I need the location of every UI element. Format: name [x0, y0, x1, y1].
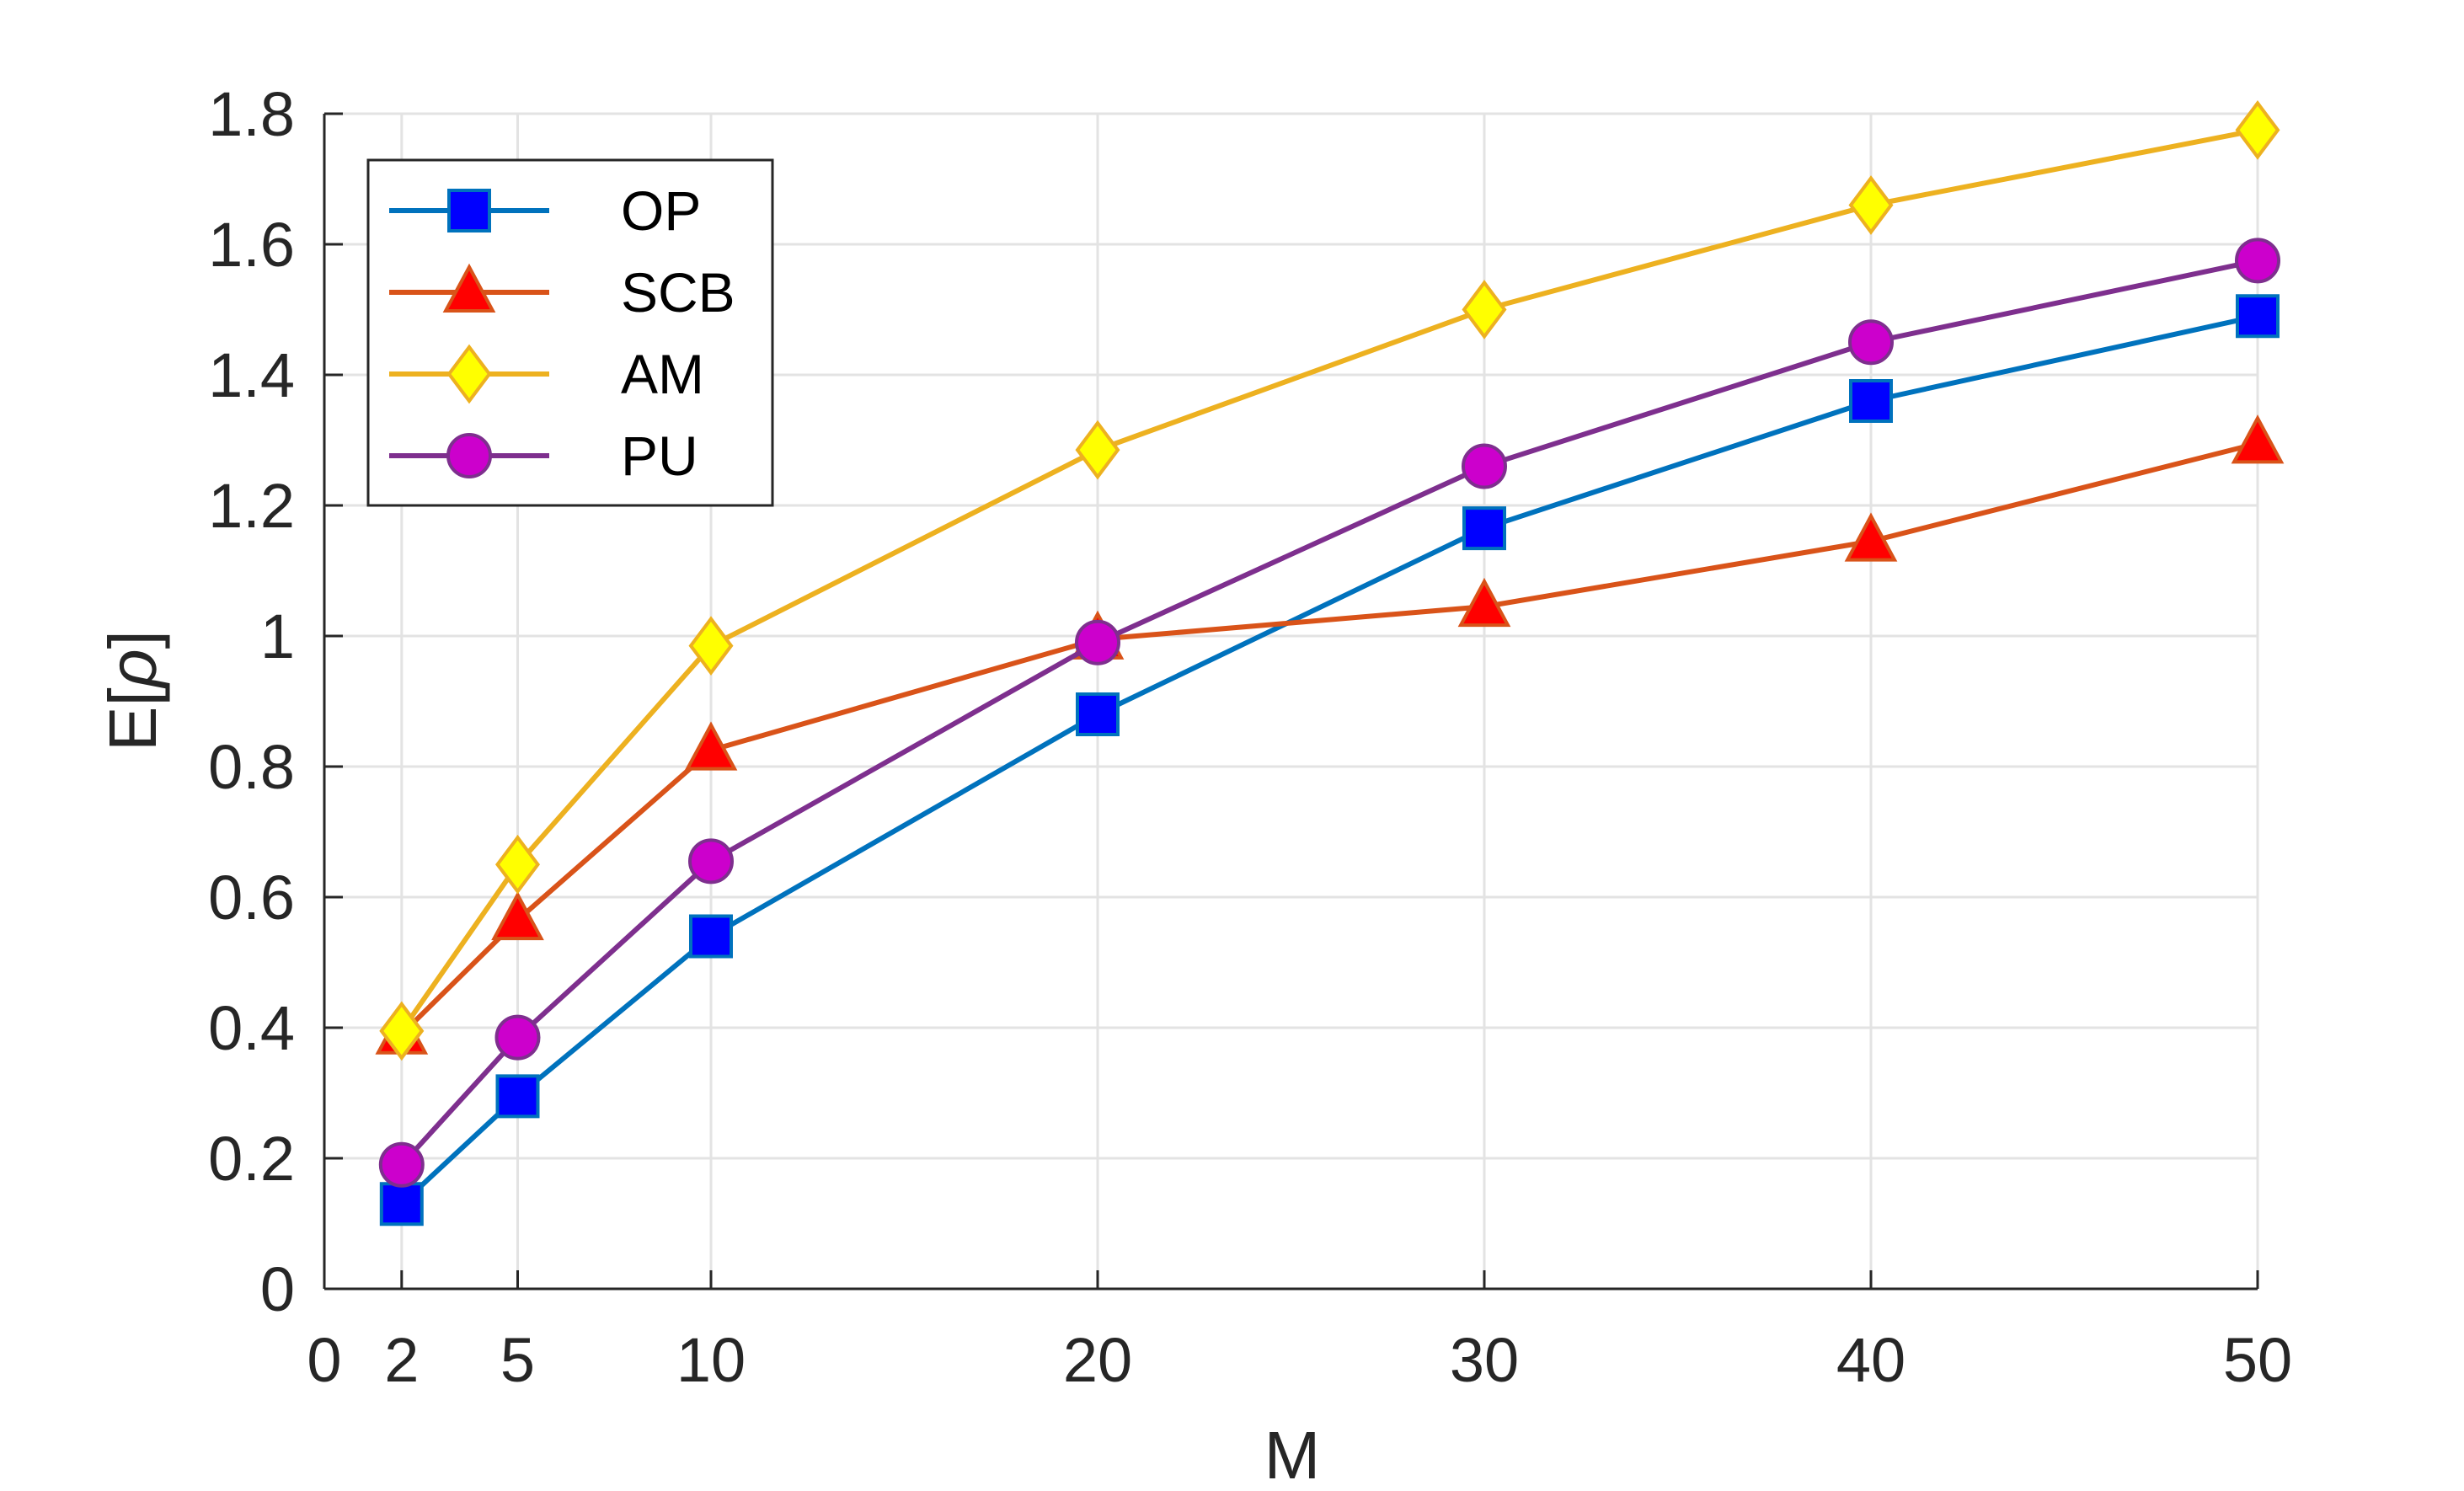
circle-marker	[378, 1141, 425, 1188]
y-tick-label: 1.2	[208, 471, 295, 541]
data-series	[375, 100, 2285, 1226]
x-tick-label: 10	[676, 1325, 746, 1395]
legend-label-scb: SCB	[621, 261, 735, 323]
x-tick-label: 20	[1063, 1325, 1132, 1395]
square-marker	[1462, 506, 1506, 551]
series-pu	[378, 238, 2280, 1188]
diamond-marker	[495, 834, 540, 895]
legend-box	[366, 158, 774, 507]
axes	[323, 112, 2259, 1291]
diamond-marker	[688, 616, 734, 676]
circle-marker	[1462, 443, 1507, 489]
series-am	[379, 100, 2280, 1061]
x-tick-label: 0	[307, 1325, 341, 1395]
y-tick-label: 1.6	[208, 210, 295, 280]
legend-item-am: AM	[389, 343, 704, 405]
square-marker	[2236, 294, 2280, 339]
circle-marker	[1848, 319, 1894, 366]
legend-label-op: OP	[621, 179, 701, 242]
circle-marker	[688, 838, 734, 884]
x-tick-label: 40	[1836, 1325, 1905, 1395]
y-tick-label: 0	[260, 1254, 295, 1324]
square-marker	[689, 914, 733, 959]
triangle-marker	[1457, 577, 1511, 628]
square-marker	[495, 1074, 540, 1119]
x-tick-label: 30	[1450, 1325, 1519, 1395]
x-tick-label: 50	[2223, 1325, 2292, 1395]
x-axis-label: M	[1264, 1418, 1321, 1491]
circle-marker	[494, 1014, 541, 1061]
y-axis-label-text: E[	[95, 687, 170, 751]
y-axis-label: E[ρ]	[95, 630, 170, 751]
legend-label-am: AM	[621, 343, 704, 405]
diamond-marker	[379, 1001, 425, 1061]
legend-item-op: OP	[389, 179, 701, 242]
diamond-marker	[1462, 280, 1507, 339]
circle-marker	[2235, 238, 2280, 284]
circle-marker	[1075, 619, 1120, 665]
y-tick-label: 1.8	[208, 79, 295, 149]
triangle-marker	[2231, 414, 2285, 464]
triangle-marker	[442, 263, 496, 313]
square-marker	[1076, 692, 1120, 736]
square-marker	[447, 189, 491, 232]
y-tick-label: 1.4	[208, 340, 295, 410]
legend-item-pu: PU	[389, 425, 698, 487]
circle-marker	[446, 433, 492, 478]
y-axis-label-symbol: ρ	[95, 649, 170, 689]
y-tick-label: 1	[260, 601, 295, 671]
y-tick-label: 0.4	[208, 993, 295, 1063]
legend: OP SCB AM PU	[366, 158, 774, 507]
diamond-marker	[446, 344, 492, 404]
legend-item-scb: SCB	[389, 261, 735, 323]
y-tick-label: 0.8	[208, 732, 295, 802]
legend-label-pu: PU	[621, 425, 698, 487]
triangle-marker	[491, 890, 544, 941]
diamond-marker	[2235, 100, 2280, 160]
triangle-marker	[684, 721, 738, 771]
x-tick-label: 5	[500, 1325, 535, 1395]
y-tick-label: 0.2	[208, 1124, 295, 1194]
square-marker	[379, 1182, 424, 1226]
diamond-marker	[1848, 175, 1894, 235]
triangle-marker	[1844, 512, 1898, 562]
y-tick-label: 0.6	[208, 863, 295, 933]
series-op	[379, 294, 2280, 1226]
diamond-marker	[1075, 420, 1120, 480]
y-axis-label-close: ]	[95, 630, 170, 649]
square-marker	[1849, 379, 1893, 423]
x-tick-label: 2	[384, 1325, 419, 1395]
